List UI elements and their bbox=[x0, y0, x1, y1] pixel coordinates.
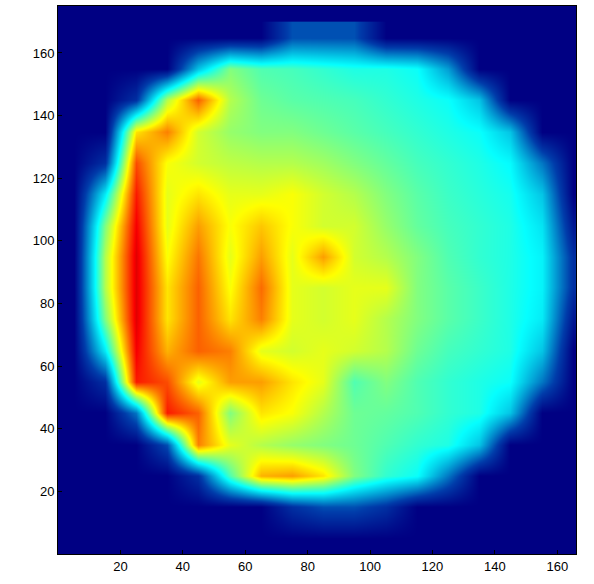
svg-text:160: 160 bbox=[546, 559, 568, 574]
svg-text:20: 20 bbox=[113, 559, 127, 574]
svg-text:80: 80 bbox=[300, 559, 314, 574]
svg-text:40: 40 bbox=[176, 559, 190, 574]
svg-text:100: 100 bbox=[33, 233, 55, 248]
svg-text:20: 20 bbox=[40, 484, 54, 499]
svg-text:80: 80 bbox=[40, 296, 54, 311]
svg-text:100: 100 bbox=[359, 559, 381, 574]
svg-text:160: 160 bbox=[33, 46, 55, 61]
svg-text:60: 60 bbox=[40, 359, 54, 374]
svg-text:120: 120 bbox=[422, 559, 444, 574]
svg-text:140: 140 bbox=[484, 559, 506, 574]
svg-text:140: 140 bbox=[33, 108, 55, 123]
svg-text:40: 40 bbox=[40, 421, 54, 436]
svg-text:120: 120 bbox=[33, 171, 55, 186]
svg-text:60: 60 bbox=[238, 559, 252, 574]
